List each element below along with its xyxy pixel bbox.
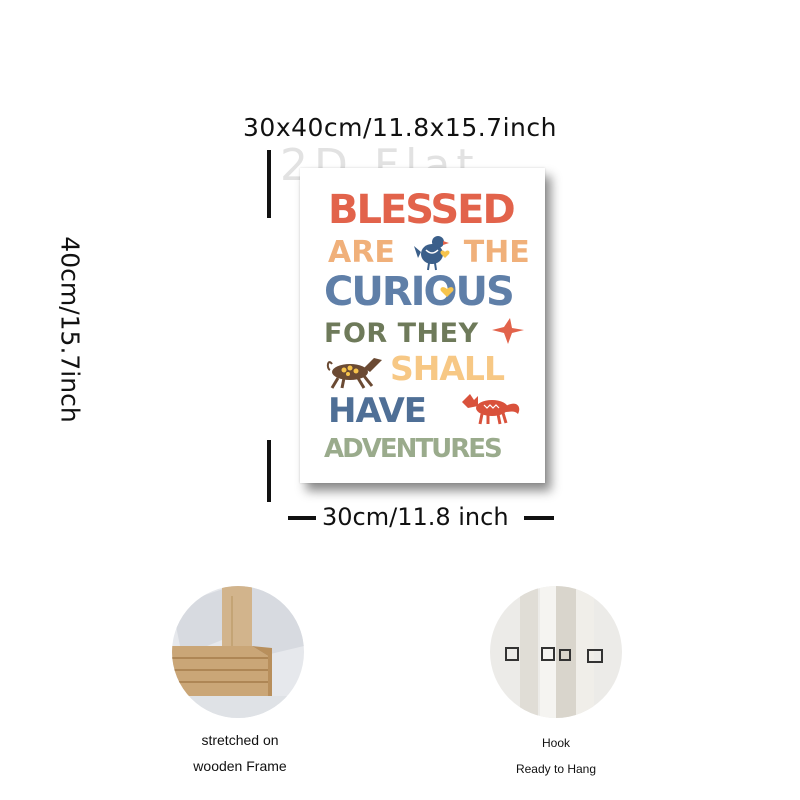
poster-word-are: ARE (328, 235, 395, 270)
wood-frame-corner-icon (172, 586, 304, 718)
bird-icon (414, 236, 450, 271)
poster-line-have: HAVE (328, 391, 427, 431)
flying-bird-icon (492, 318, 524, 344)
dimension-width-height-label: 30x40cm/11.8x15.7inch (243, 113, 557, 142)
feature-caption-frame-line1: stretched on (201, 732, 279, 748)
poster-word-the: THE (463, 235, 530, 270)
dimension-width-label: 30cm/11.8 inch (322, 503, 509, 531)
poster-line-adventures: ADVENTURES (324, 434, 503, 464)
dimension-line-bottom-right (524, 516, 554, 520)
hook-photo (490, 586, 622, 718)
poster-line-curious: CURIOUS (324, 269, 515, 315)
poster-canvas: BLESSED ARE THE CURIOUS FOR THEY (300, 168, 545, 483)
heart-icon (440, 287, 454, 297)
horse-icon (326, 358, 382, 389)
feature-caption-hook-line2: Ready to Hang (515, 762, 597, 776)
feature-caption-frame-line2: wooden Frame (193, 758, 287, 774)
poster-line-are-the: ARE THE (328, 238, 573, 268)
hooks-icon (490, 586, 622, 718)
dimension-height-label: 40cm/15.7inch (55, 236, 85, 423)
dimension-line-bottom-left (288, 516, 316, 520)
dimension-line-left-top (267, 150, 271, 218)
poster-line-blessed: BLESSED (328, 187, 516, 233)
dimension-line-left-bottom (267, 440, 271, 502)
feature-caption-hook-line1: Hook (541, 736, 570, 750)
poster-line-for-they: FOR THEY (324, 318, 479, 349)
fox-icon (462, 394, 520, 425)
wood-frame-photo (172, 586, 304, 718)
poster-line-shall: SHALL (390, 349, 505, 388)
